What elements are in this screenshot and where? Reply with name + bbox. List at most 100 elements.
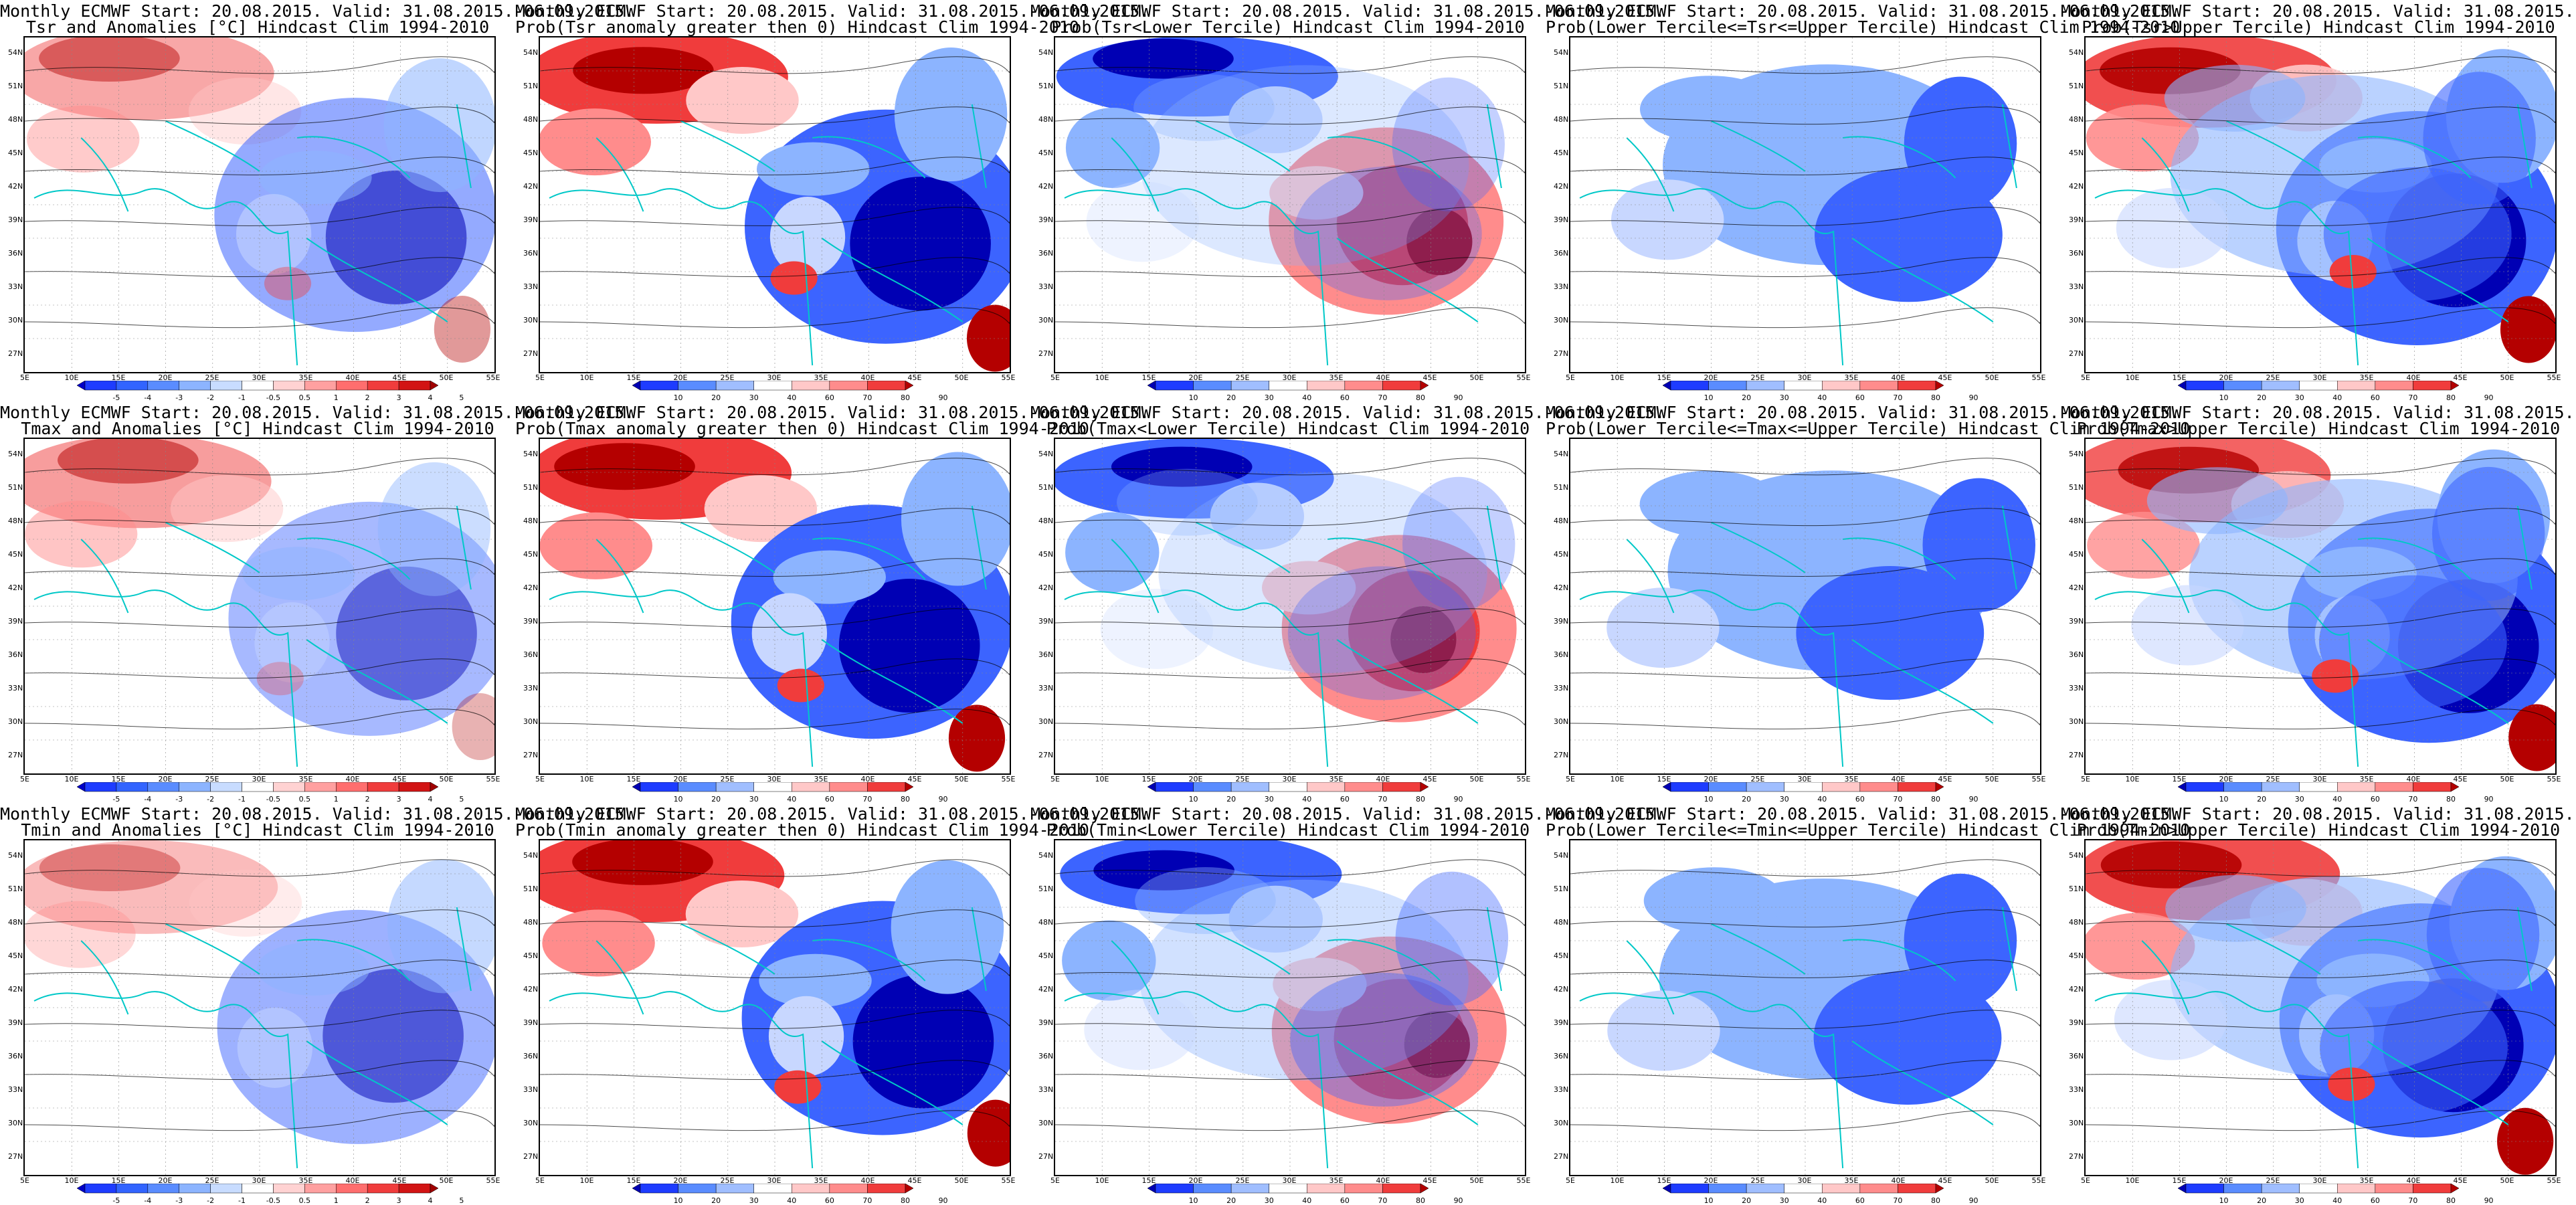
isotherm-contour (2086, 859, 2555, 877)
colorbar-segment (77, 1184, 86, 1194)
colorbar-segment (1307, 782, 1346, 792)
isotherm-contour (1570, 307, 2040, 329)
colorbar-legend (77, 782, 438, 802)
longitude-label: 50E (954, 1176, 969, 1185)
longitude-label: 30E (252, 373, 266, 382)
colorbar-segment (1746, 782, 1784, 792)
colorbar-segment (1155, 1184, 1194, 1194)
latitude-label: 39N (8, 1018, 23, 1027)
longitude-label: 15E (2172, 775, 2187, 783)
colorbar-tick-label: 0.5 (298, 795, 311, 804)
longitude-label: 55E (2031, 775, 2046, 783)
colorbar-tick-label: 80 (1931, 393, 1940, 402)
longitude-label: 55E (2547, 1176, 2561, 1185)
longitude-label: 15E (2172, 373, 2187, 382)
isotherm-contour (25, 1110, 494, 1131)
longitude-label: 25E (720, 373, 735, 382)
isotherm-contour (1055, 458, 1525, 476)
latitude-label: 42N (523, 182, 539, 191)
colorbar-tick-label: -4 (144, 795, 152, 804)
latitude-label: 54N (8, 450, 23, 458)
colorbar-segment (2299, 782, 2338, 792)
longitude-label: 15E (1657, 373, 1671, 382)
longitude-label: 45E (1422, 775, 1437, 783)
latitude-label: 45N (8, 951, 23, 960)
colorbar-tick-label: 90 (1968, 795, 1979, 804)
colorbar-tick-label: 90 (1453, 795, 1463, 804)
colorbar-tick-label: 60 (1855, 795, 1865, 804)
isotherm-contour (25, 709, 494, 730)
latitude-label: 42N (1038, 985, 1054, 994)
colorbar-tick-label: 80 (2446, 393, 2456, 402)
probability-field-region (773, 550, 886, 604)
latitude-label: 54N (8, 851, 23, 860)
colorbar-segment (2185, 381, 2224, 391)
probability-field-region (1287, 566, 1476, 701)
longitude-label: 35E (814, 373, 828, 382)
longitude-label: 10E (1095, 1176, 1109, 1185)
longitude-label: 40E (2406, 775, 2421, 783)
latitude-label: 54N (1554, 851, 1569, 860)
latitude-label: 51N (523, 885, 539, 893)
colorbar-legend (2178, 381, 2459, 401)
latitude-label: 39N (523, 215, 539, 224)
colorbar-segment (273, 782, 305, 792)
colorbar-tick-label: 40 (2332, 1196, 2342, 1205)
latitude-label: 42N (1038, 182, 1054, 191)
longitude-label: 10E (1610, 775, 1625, 783)
latitude-label: 51N (8, 483, 23, 492)
colorbar-segment (336, 782, 368, 792)
probability-field-region (1402, 476, 1515, 611)
longitude-label: 55E (1516, 373, 1531, 382)
latitude-label: 45N (2069, 951, 2084, 960)
isotherm-contour (1570, 608, 2040, 628)
colorbar-tick-label: -5 (112, 1196, 120, 1205)
latitude-label: 30N (8, 717, 23, 726)
colorbar-tick-label: 3 (396, 1196, 401, 1205)
latitude-label: 30N (1554, 316, 1569, 325)
longitude-label: 15E (626, 1176, 641, 1185)
colorbar-segment (867, 381, 906, 391)
longitude-label: 10E (2125, 775, 2140, 783)
colorbar-legend (77, 381, 438, 401)
colorbar-segment (1708, 782, 1747, 792)
latitude-label: 33N (1038, 1085, 1054, 1094)
colorbar-tick-label: 10 (1704, 1196, 1714, 1205)
probability-field-region (759, 953, 872, 1008)
colorbar-segment (1859, 1184, 1898, 1194)
forecast-map (25, 37, 494, 372)
colorbar-tick-label: 90 (1453, 1196, 1463, 1205)
latitude-label: 39N (1038, 215, 1054, 224)
colorbar-tick-label: 40 (1817, 1196, 1827, 1205)
longitude-label: 20E (158, 373, 173, 382)
latitude-label: 30N (8, 316, 23, 325)
colorbar-tick-label: 60 (2370, 1196, 2380, 1205)
longitude-label: 50E (1985, 775, 1999, 783)
colorbar-tick-label: 10 (1188, 1196, 1198, 1205)
map-frame (1569, 36, 2041, 373)
longitude-label: 55E (486, 775, 500, 783)
coastline-borders (1579, 505, 2017, 767)
probability-field-region (1269, 166, 1364, 220)
longitude-label: 45E (2453, 775, 2468, 783)
colorbar-tick-label: 70 (862, 393, 872, 402)
colorbar-tick-label: 30 (1779, 393, 1789, 402)
latitude-label: 36N (1038, 1052, 1054, 1060)
colorbar-segment (1822, 381, 1861, 391)
latitude-label: 42N (1554, 985, 1569, 994)
colorbar-segment (1307, 1184, 1346, 1194)
latitude-label: 48N (2069, 517, 2084, 525)
forecast-panel: Monthly ECMWF Start: 20.08.2015. Valid: … (1030, 401, 1665, 804)
latitude-label: 45N (1554, 550, 1569, 559)
colorbar-tick-label: 40 (787, 1196, 797, 1205)
colorbar-segment (1784, 381, 1823, 391)
colorbar-tick-label: -0.5 (266, 1196, 281, 1205)
isotherm-contour (2086, 1010, 2555, 1029)
latitude-label: 36N (523, 249, 539, 258)
longitude-label: 35E (1329, 373, 1344, 382)
colorbar-segment (792, 1184, 830, 1194)
latitude-label: 36N (8, 650, 23, 659)
colorbar-tick-label: 20 (711, 1196, 721, 1205)
probability-field-region (39, 37, 180, 82)
probability-field-region (2116, 187, 2229, 268)
